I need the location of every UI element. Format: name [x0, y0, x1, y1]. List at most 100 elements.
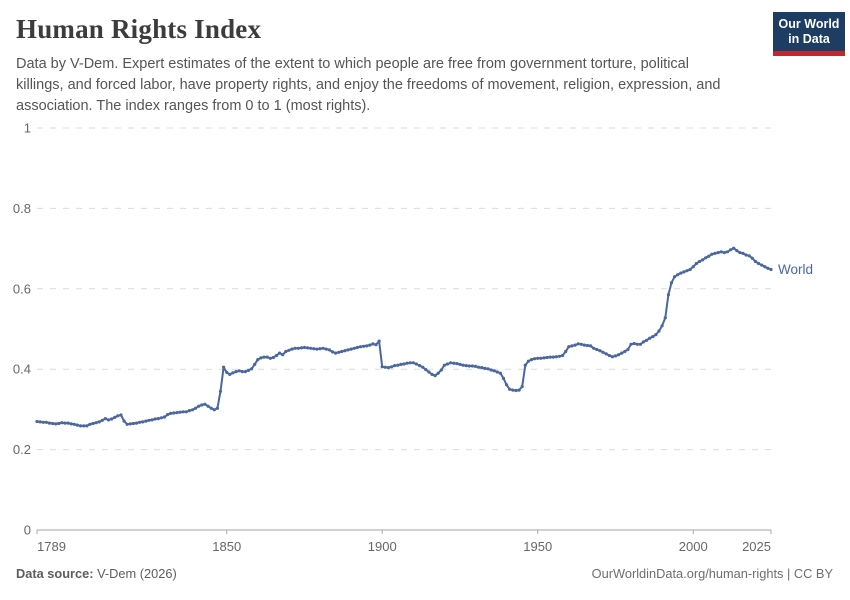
y-tick-label: 0	[24, 523, 31, 538]
data-point	[738, 251, 742, 255]
data-point	[284, 349, 288, 354]
data-point	[246, 368, 251, 372]
data-point	[595, 347, 599, 352]
y-tick-label: 0.2	[13, 442, 31, 457]
data-point	[355, 345, 359, 350]
data-point	[60, 421, 64, 425]
data-source-note: Data source: V-Dem (2026)	[16, 566, 177, 581]
data-point	[78, 424, 83, 428]
data-point	[47, 421, 52, 425]
data-point	[682, 270, 686, 274]
x-tick-label: 1900	[368, 539, 397, 554]
data-point	[141, 420, 145, 424]
data-point	[449, 361, 453, 365]
data-point	[576, 342, 580, 346]
data-point	[635, 342, 639, 346]
data-point	[128, 422, 132, 426]
data-point	[38, 420, 42, 424]
x-tick-label: 2000	[679, 539, 708, 554]
data-point	[169, 411, 173, 415]
data-point	[408, 361, 412, 365]
data-point	[321, 346, 325, 350]
data-point	[309, 346, 313, 350]
data-point	[526, 359, 531, 363]
world-series-line[interactable]	[36, 247, 772, 427]
data-point	[701, 258, 705, 262]
data-point	[411, 361, 415, 365]
data-point	[492, 369, 496, 373]
data-point	[349, 347, 353, 351]
data-point	[138, 420, 142, 424]
data-point	[455, 362, 459, 366]
data-point	[306, 346, 310, 350]
data-point	[380, 365, 384, 369]
data-point	[427, 370, 431, 374]
subtitle-line: association. The index ranges from 0 to …	[16, 98, 371, 114]
data-point	[72, 422, 76, 426]
data-point	[579, 342, 583, 346]
owid-logo[interactable]: Our World in Data	[773, 12, 845, 56]
data-point	[464, 364, 468, 368]
y-tick-label: 1	[24, 121, 31, 136]
subtitle-line: Data by V-Dem. Expert estimates of the e…	[16, 56, 689, 72]
data-point	[228, 372, 232, 376]
data-point	[483, 366, 487, 370]
data-point	[386, 366, 390, 370]
data-point	[688, 267, 692, 272]
data-point	[57, 421, 61, 426]
data-point	[362, 344, 366, 348]
data-point	[250, 367, 254, 371]
data-point	[334, 351, 338, 355]
data-point	[735, 249, 739, 253]
data-point	[41, 420, 45, 424]
data-point	[88, 422, 92, 426]
owid-link[interactable]: OurWorldinData.org/human-rights | CC BY	[591, 566, 833, 581]
data-point	[582, 343, 587, 347]
data-point	[757, 261, 761, 266]
data-point	[505, 383, 509, 387]
data-point	[85, 424, 89, 428]
data-point	[508, 387, 512, 391]
data-point	[495, 370, 499, 374]
data-point	[69, 422, 73, 426]
data-point	[44, 420, 48, 424]
data-point	[480, 366, 484, 370]
data-point	[498, 371, 502, 375]
data-point	[218, 389, 223, 393]
data-point	[337, 350, 341, 354]
data-point	[769, 267, 773, 272]
data-point	[477, 365, 481, 369]
data-point	[433, 374, 437, 378]
data-point	[365, 344, 369, 348]
data-point	[610, 355, 615, 359]
data-point	[763, 265, 767, 269]
data-point	[570, 344, 574, 348]
data-point	[725, 250, 730, 254]
data-point	[396, 363, 400, 367]
data-point	[405, 361, 409, 365]
data-point	[676, 273, 680, 277]
data-point	[259, 356, 263, 360]
data-point	[222, 365, 226, 369]
series-label-world[interactable]: World	[778, 262, 813, 277]
data-point	[150, 418, 154, 422]
data-point	[203, 402, 207, 406]
data-point	[673, 275, 677, 279]
data-point	[390, 365, 394, 369]
x-tick-label: 2025	[742, 539, 771, 554]
data-point	[371, 342, 375, 346]
data-point	[564, 349, 568, 354]
data-point	[486, 367, 490, 371]
data-point	[685, 269, 689, 273]
data-point	[82, 424, 86, 428]
data-point	[206, 404, 210, 408]
data-point	[327, 348, 331, 352]
data-point	[760, 263, 764, 267]
data-point	[103, 417, 107, 421]
data-point	[274, 353, 279, 358]
data-point	[287, 348, 291, 352]
chart-footer: Data source: V-Dem (2026) OurWorldinData…	[16, 566, 833, 581]
data-point	[641, 340, 646, 344]
data-point	[645, 338, 649, 342]
data-point	[536, 356, 540, 360]
